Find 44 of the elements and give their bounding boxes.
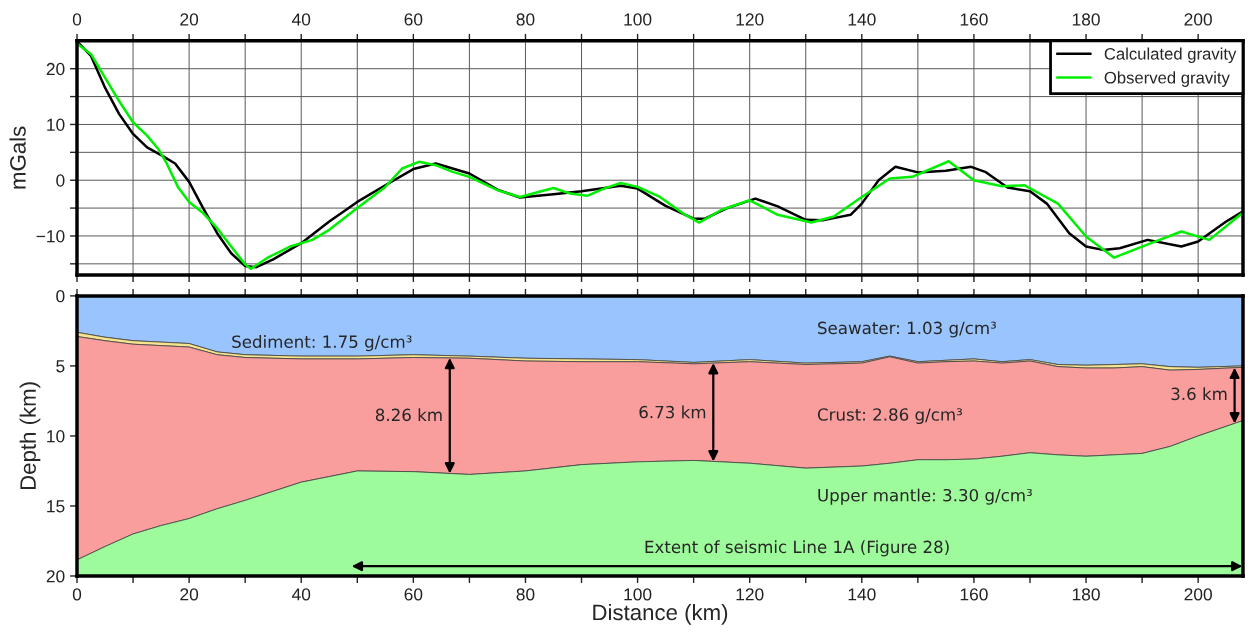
x-tick-label: 120 — [736, 13, 764, 26]
legend-label: Observed gravity — [1104, 71, 1230, 87]
x-tick-label: 80 — [516, 588, 535, 601]
x-tick-label: 200 — [1184, 588, 1212, 601]
x-tick-label: 80 — [516, 13, 535, 26]
x-tick-label: 180 — [1072, 13, 1100, 26]
legend-label: Calculated gravity — [1104, 47, 1237, 64]
x-tick-label: 60 — [404, 13, 423, 26]
x-tick-label: 60 — [404, 588, 423, 601]
x-tick-label: 160 — [960, 588, 988, 601]
annotation: 6.73 km — [639, 405, 706, 419]
x-tick-label: 140 — [848, 588, 876, 601]
x-tick-label: 180 — [1072, 588, 1100, 601]
x-tick-label: 40 — [291, 13, 311, 26]
x-tick-label: 160 — [960, 13, 988, 26]
annotation: 8.26 km — [375, 408, 442, 422]
y-tick-label: 5 — [56, 360, 65, 373]
x-tick-label: 120 — [736, 588, 764, 601]
annotation: Extent of seismic Line 1A (Figure 28) — [645, 540, 949, 557]
y-tick-label: 10 — [47, 430, 65, 443]
y-tick-label: 0 — [56, 174, 65, 187]
x-tick-label: 20 — [180, 588, 199, 601]
y-tick-label: 20 — [46, 62, 65, 76]
x-tick-label: 100 — [624, 13, 652, 26]
y-tick-label: 10 — [47, 118, 65, 131]
series-label: Sediment: 1.75 g/cm³ — [232, 335, 412, 352]
annotation: 3.6 km — [1171, 387, 1227, 401]
x-tick-label: 200 — [1184, 13, 1212, 26]
x-tick-label: 0 — [72, 13, 82, 26]
x-tick-label: 20 — [180, 13, 199, 26]
series-label: Upper mantle: 3.30 g/cm³ — [818, 488, 1032, 505]
y-tick-label: 15 — [47, 500, 65, 513]
x-tick-label: 100 — [624, 588, 652, 601]
y-axis-title: mGals — [9, 126, 26, 189]
x-axis-title: Distance (km) — [593, 603, 728, 625]
x-tick-label: 0 — [72, 588, 82, 601]
y-tick-label: 20 — [46, 570, 65, 583]
x-tick-label: 40 — [291, 588, 311, 601]
y-axis-title: Depth (km) — [19, 382, 41, 490]
series-label: Seawater: 1.03 g/cm³ — [818, 321, 996, 338]
x-tick-label: 140 — [848, 13, 876, 26]
series-label: Crust: 2.86 g/cm³ — [817, 408, 962, 425]
y-tick-label: 0 — [56, 290, 65, 303]
y-tick-label: −10 — [36, 230, 65, 243]
